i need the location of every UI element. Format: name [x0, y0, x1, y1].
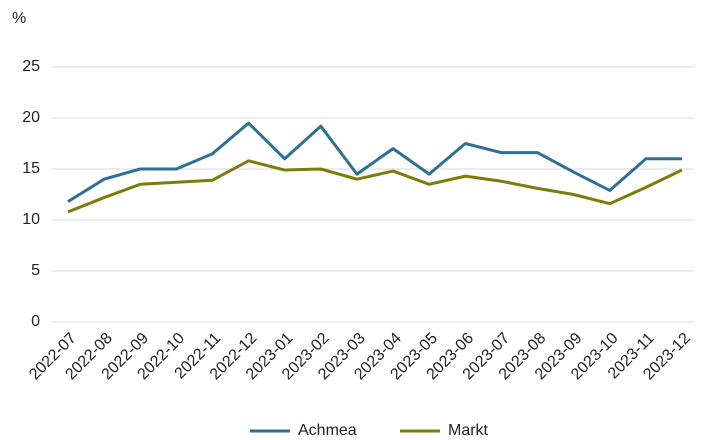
y-tick-label: 15	[22, 160, 40, 177]
y-tick-label: 20	[22, 109, 40, 126]
y-axis-label: %	[12, 10, 26, 27]
line-series	[67, 121, 682, 203]
y-tick-label: 5	[31, 262, 40, 279]
y-tick-label: 25	[22, 58, 40, 75]
y-tick-label: 0	[31, 313, 40, 330]
legend-label: Achmea	[298, 422, 357, 439]
line-series	[67, 159, 683, 214]
y-tick-label: 10	[22, 211, 40, 228]
legend-label: Markt	[448, 422, 489, 439]
